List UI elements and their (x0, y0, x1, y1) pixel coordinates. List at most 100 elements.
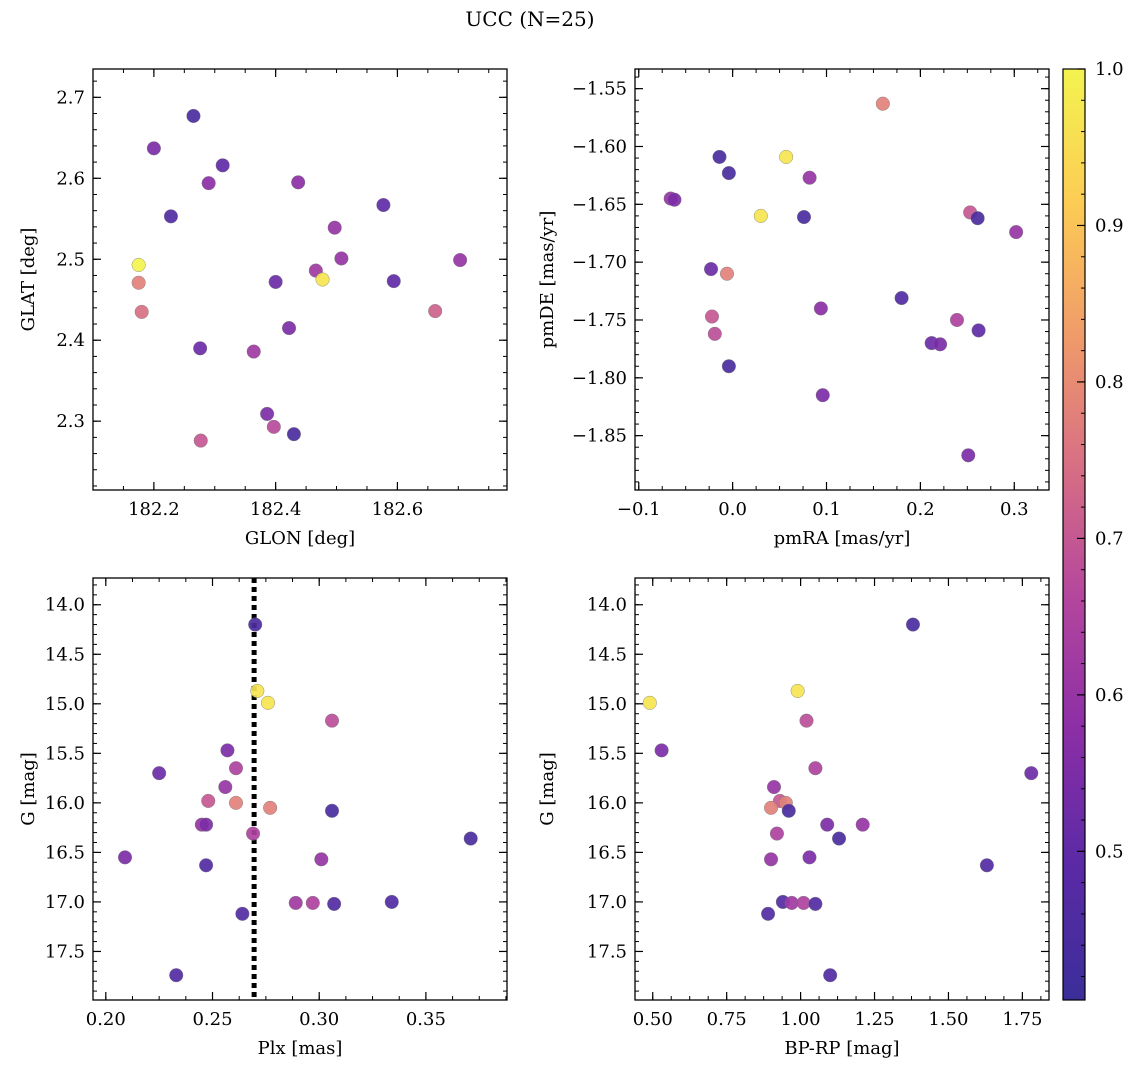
data-point (152, 766, 167, 781)
data-point (764, 852, 779, 867)
x-tick-label: 1.75 (1002, 1009, 1042, 1030)
panel-bprp_g: 0.50 0.75 1.00 1.25 1.50 1.75 14.0 14.5 15.0 15.5… (537, 577, 1050, 1059)
data-point (779, 149, 794, 164)
data-point (721, 359, 736, 374)
data-point (707, 326, 722, 341)
data-point (802, 170, 817, 185)
data-point (314, 852, 329, 867)
x-axis-label: Plx [mas] (258, 1038, 343, 1059)
data-point (970, 211, 985, 226)
x-tick-label: 0.0 (718, 499, 747, 520)
y-tick-label: −1.80 (572, 368, 627, 389)
axes-frame (92, 68, 508, 491)
data-point (971, 323, 986, 338)
y-tick-label: 14.5 (45, 644, 85, 665)
axes-frame (634, 577, 1050, 1001)
colorbar: 0.5 0.6 0.7 0.8 0.9 1.0 (1062, 59, 1124, 1001)
x-tick-label: 0.35 (406, 1009, 446, 1030)
x-tick-label: 0.30 (299, 1009, 339, 1030)
y-axis-label: GLAT [deg] (18, 228, 39, 332)
data-point (428, 304, 443, 319)
data-point (199, 858, 214, 873)
y-tick-label: −1.65 (572, 194, 627, 215)
x-tick-label: 0.75 (707, 1009, 747, 1030)
x-tick-label: −0.1 (617, 499, 661, 520)
data-point (453, 253, 468, 268)
data-point (802, 850, 817, 865)
data-point (961, 448, 976, 463)
y-tick-label: 14.0 (45, 595, 85, 616)
data-point (163, 209, 178, 224)
y-tick-label: 17.5 (587, 941, 627, 962)
data-point (781, 803, 796, 818)
x-tick-label: 0.3 (1000, 499, 1029, 520)
data-point (260, 406, 275, 421)
data-point (815, 388, 830, 403)
data-point (799, 713, 814, 728)
data-point (463, 831, 478, 846)
y-tick-label: 2.6 (56, 168, 85, 189)
x-tick-label: 182.4 (250, 499, 302, 520)
data-point (268, 274, 283, 289)
axes-frame (634, 68, 1050, 491)
data-point (796, 895, 811, 910)
data-point (769, 826, 784, 841)
y-tick-label: 17.0 (45, 892, 85, 913)
data-point (215, 158, 230, 173)
data-point (169, 968, 184, 983)
x-tick-label: 0.20 (86, 1009, 126, 1030)
data-point (334, 251, 349, 266)
data-point (327, 896, 342, 911)
data-point (764, 800, 779, 815)
y-tick-label: 16.5 (45, 842, 85, 863)
data-point (146, 141, 161, 156)
data-point (813, 301, 828, 316)
data-point (950, 312, 965, 327)
y-axis-label: G [mag] (18, 752, 39, 825)
x-tick-label: 182.6 (372, 499, 424, 520)
data-point (823, 968, 838, 983)
x-tick-label: 1.50 (928, 1009, 968, 1030)
data-point (248, 617, 263, 632)
data-point (720, 266, 735, 281)
x-axis-label: GLON [deg] (245, 528, 355, 549)
data-point (1009, 225, 1024, 240)
y-tick-label: 15.0 (45, 694, 85, 715)
data-point (766, 780, 781, 795)
y-tick-label: 14.0 (587, 595, 627, 616)
data-point (327, 220, 342, 235)
data-point (260, 695, 275, 710)
colorbar-gradient (1063, 69, 1085, 1000)
x-tick-label: 0.25 (192, 1009, 232, 1030)
y-tick-label: 15.5 (587, 743, 627, 764)
data-point (721, 166, 736, 181)
y-tick-label: −1.70 (572, 252, 627, 273)
data-point (808, 896, 823, 911)
data-point (282, 321, 297, 336)
y-tick-label: −1.85 (572, 426, 627, 447)
x-axis-label: pmRA [mas/yr] (774, 528, 911, 549)
panel-glon_glat: 182.2 182.4 182.6 2.3 2.4 2.5 2.6 2.7 GLON [deg]… (18, 68, 508, 549)
data-point (704, 309, 719, 324)
y-axis-label: pmDE [mas/yr] (537, 211, 558, 349)
y-tick-label: 17.5 (45, 941, 85, 962)
data-point (761, 906, 776, 921)
data-point (201, 793, 216, 808)
colorbar-tick-label: 0.6 (1095, 685, 1124, 706)
data-point (784, 895, 799, 910)
data-point (894, 291, 909, 306)
y-tick-label: 17.0 (587, 892, 627, 913)
data-point (820, 817, 835, 832)
colorbar-tick-label: 0.5 (1095, 841, 1124, 862)
y-axis-label: G [mag] (537, 752, 558, 825)
data-point (193, 341, 208, 356)
x-tick-label: 182.2 (128, 499, 180, 520)
colorbar-tick-label: 1.0 (1095, 59, 1124, 80)
data-point (325, 803, 340, 818)
data-point (832, 831, 847, 846)
data-point (305, 895, 320, 910)
data-point (286, 427, 301, 442)
data-point (288, 895, 303, 910)
data-point (131, 257, 146, 272)
